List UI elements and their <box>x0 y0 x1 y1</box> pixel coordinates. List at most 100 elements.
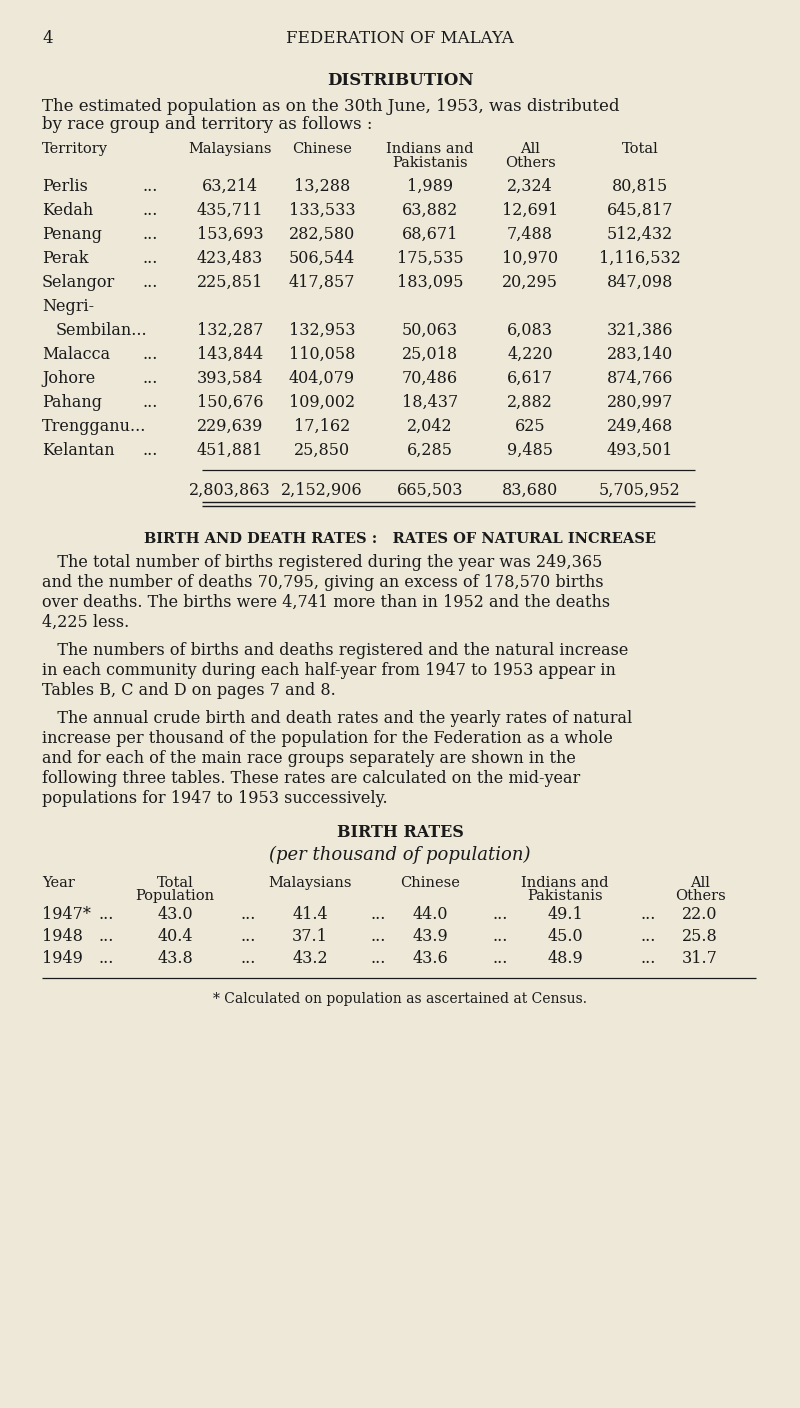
Text: 63,214: 63,214 <box>202 177 258 194</box>
Text: ...: ... <box>98 928 114 945</box>
Text: 143,844: 143,844 <box>197 346 263 363</box>
Text: ...: ... <box>240 928 256 945</box>
Text: Territory: Territory <box>42 142 108 156</box>
Text: ...: ... <box>370 905 386 924</box>
Text: 109,002: 109,002 <box>289 394 355 411</box>
Text: 45.0: 45.0 <box>547 928 583 945</box>
Text: 393,584: 393,584 <box>197 370 263 387</box>
Text: 1,989: 1,989 <box>407 177 453 194</box>
Text: ...: ... <box>142 346 158 363</box>
Text: 249,468: 249,468 <box>607 418 673 435</box>
Text: Negri-: Negri- <box>42 298 94 315</box>
Text: 5,705,952: 5,705,952 <box>599 482 681 498</box>
Text: 18,437: 18,437 <box>402 394 458 411</box>
Text: 6,617: 6,617 <box>507 370 553 387</box>
Text: Tables B, C and D on pages 7 and 8.: Tables B, C and D on pages 7 and 8. <box>42 681 336 698</box>
Text: Year: Year <box>42 876 75 890</box>
Text: Perak: Perak <box>42 251 89 268</box>
Text: ...: ... <box>142 370 158 387</box>
Text: ...: ... <box>142 442 158 459</box>
Text: 70,486: 70,486 <box>402 370 458 387</box>
Text: 175,535: 175,535 <box>397 251 463 268</box>
Text: Chinese: Chinese <box>292 142 352 156</box>
Text: 451,881: 451,881 <box>197 442 263 459</box>
Text: 2,324: 2,324 <box>507 177 553 194</box>
Text: DISTRIBUTION: DISTRIBUTION <box>326 72 474 89</box>
Text: 133,533: 133,533 <box>289 201 355 220</box>
Text: Pakistanis: Pakistanis <box>527 888 603 903</box>
Text: and for each of the main race groups separately are shown in the: and for each of the main race groups sep… <box>42 750 576 767</box>
Text: 31.7: 31.7 <box>682 950 718 967</box>
Text: 423,483: 423,483 <box>197 251 263 268</box>
Text: 43.6: 43.6 <box>412 950 448 967</box>
Text: 6,083: 6,083 <box>507 322 553 339</box>
Text: by race group and territory as follows :: by race group and territory as follows : <box>42 115 373 132</box>
Text: 43.2: 43.2 <box>292 950 328 967</box>
Text: 282,580: 282,580 <box>289 227 355 244</box>
Text: 506,544: 506,544 <box>289 251 355 268</box>
Text: 13,288: 13,288 <box>294 177 350 194</box>
Text: Indians and: Indians and <box>522 876 609 890</box>
Text: 874,766: 874,766 <box>606 370 674 387</box>
Text: Perlis: Perlis <box>42 177 88 194</box>
Text: All: All <box>690 876 710 890</box>
Text: 183,095: 183,095 <box>397 275 463 291</box>
Text: ...: ... <box>142 394 158 411</box>
Text: ...: ... <box>240 905 256 924</box>
Text: 493,501: 493,501 <box>607 442 673 459</box>
Text: 229,639: 229,639 <box>197 418 263 435</box>
Text: 132,953: 132,953 <box>289 322 355 339</box>
Text: ...: ... <box>640 950 656 967</box>
Text: 625: 625 <box>514 418 546 435</box>
Text: 4: 4 <box>42 30 53 46</box>
Text: populations for 1947 to 1953 successively.: populations for 1947 to 1953 successivel… <box>42 790 388 807</box>
Text: in each community during each half-year from 1947 to 1953 appear in: in each community during each half-year … <box>42 662 616 679</box>
Text: Kedah: Kedah <box>42 201 94 220</box>
Text: 1948: 1948 <box>42 928 83 945</box>
Text: (per thousand of population): (per thousand of population) <box>270 846 530 865</box>
Text: All: All <box>520 142 540 156</box>
Text: Malaysians: Malaysians <box>188 142 272 156</box>
Text: 63,882: 63,882 <box>402 201 458 220</box>
Text: Kelantan: Kelantan <box>42 442 114 459</box>
Text: Penang: Penang <box>42 227 102 244</box>
Text: 4,225 less.: 4,225 less. <box>42 614 130 631</box>
Text: 321,386: 321,386 <box>606 322 674 339</box>
Text: 512,432: 512,432 <box>607 227 673 244</box>
Text: Malaysians: Malaysians <box>268 876 352 890</box>
Text: following three tables. These rates are calculated on the mid-year: following three tables. These rates are … <box>42 770 580 787</box>
Text: ...: ... <box>142 227 158 244</box>
Text: 847,098: 847,098 <box>607 275 673 291</box>
Text: Population: Population <box>135 888 214 903</box>
Text: 2,042: 2,042 <box>407 418 453 435</box>
Text: 132,287: 132,287 <box>197 322 263 339</box>
Text: 1947*: 1947* <box>42 905 91 924</box>
Text: 17,162: 17,162 <box>294 418 350 435</box>
Text: ...: ... <box>370 950 386 967</box>
Text: BIRTH RATES: BIRTH RATES <box>337 824 463 841</box>
Text: 43.0: 43.0 <box>157 905 193 924</box>
Text: 283,140: 283,140 <box>607 346 673 363</box>
Text: ...: ... <box>98 950 114 967</box>
Text: Selangor: Selangor <box>42 275 115 291</box>
Text: Total: Total <box>622 142 658 156</box>
Text: The annual crude birth and death rates and the yearly rates of natural: The annual crude birth and death rates a… <box>42 710 632 727</box>
Text: Indians and: Indians and <box>386 142 474 156</box>
Text: 6,285: 6,285 <box>407 442 453 459</box>
Text: 44.0: 44.0 <box>412 905 448 924</box>
Text: 4,220: 4,220 <box>507 346 553 363</box>
Text: ...: ... <box>142 275 158 291</box>
Text: 22.0: 22.0 <box>682 905 718 924</box>
Text: The numbers of births and deaths registered and the natural increase: The numbers of births and deaths registe… <box>42 642 628 659</box>
Text: Sembilan...: Sembilan... <box>56 322 148 339</box>
Text: 20,295: 20,295 <box>502 275 558 291</box>
Text: and the number of deaths 70,795, giving an excess of 178,570 births: and the number of deaths 70,795, giving … <box>42 574 604 591</box>
Text: ...: ... <box>98 905 114 924</box>
Text: ...: ... <box>640 905 656 924</box>
Text: over deaths. The births were 4,741 more than in 1952 and the deaths: over deaths. The births were 4,741 more … <box>42 594 610 611</box>
Text: 404,079: 404,079 <box>289 370 355 387</box>
Text: 1,116,532: 1,116,532 <box>599 251 681 268</box>
Text: 12,691: 12,691 <box>502 201 558 220</box>
Text: 80,815: 80,815 <box>612 177 668 194</box>
Text: 150,676: 150,676 <box>197 394 263 411</box>
